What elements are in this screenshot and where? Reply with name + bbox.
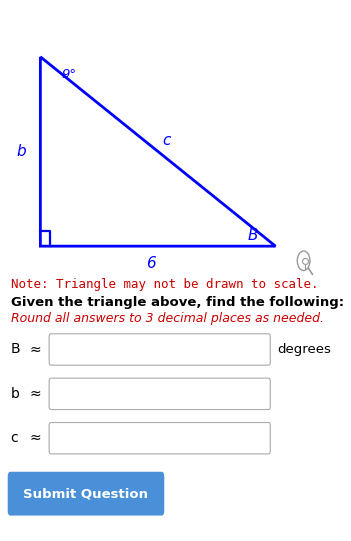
Text: Note: Triangle may not be drawn to scale.: Note: Triangle may not be drawn to scale…: [11, 278, 318, 291]
Text: c: c: [163, 133, 171, 148]
FancyBboxPatch shape: [8, 472, 164, 516]
Text: 6: 6: [146, 256, 156, 271]
Text: ⚲: ⚲: [301, 257, 310, 270]
Text: 9°: 9°: [61, 68, 77, 81]
Text: ≈: ≈: [30, 431, 41, 445]
Text: B: B: [247, 228, 258, 243]
FancyBboxPatch shape: [49, 334, 270, 365]
Text: ≈: ≈: [30, 342, 41, 357]
FancyBboxPatch shape: [49, 378, 270, 410]
Text: degrees: degrees: [277, 343, 331, 356]
Text: B: B: [11, 342, 20, 357]
Text: Given the triangle above, find the following:: Given the triangle above, find the follo…: [11, 296, 344, 309]
Text: c: c: [11, 431, 18, 445]
Text: Submit Question: Submit Question: [24, 487, 148, 500]
Text: Round all answers to 3 decimal places as needed.: Round all answers to 3 decimal places as…: [11, 312, 324, 325]
Text: b: b: [17, 144, 27, 159]
Text: b: b: [11, 387, 19, 401]
Text: ≈: ≈: [30, 387, 41, 401]
FancyBboxPatch shape: [49, 423, 270, 454]
